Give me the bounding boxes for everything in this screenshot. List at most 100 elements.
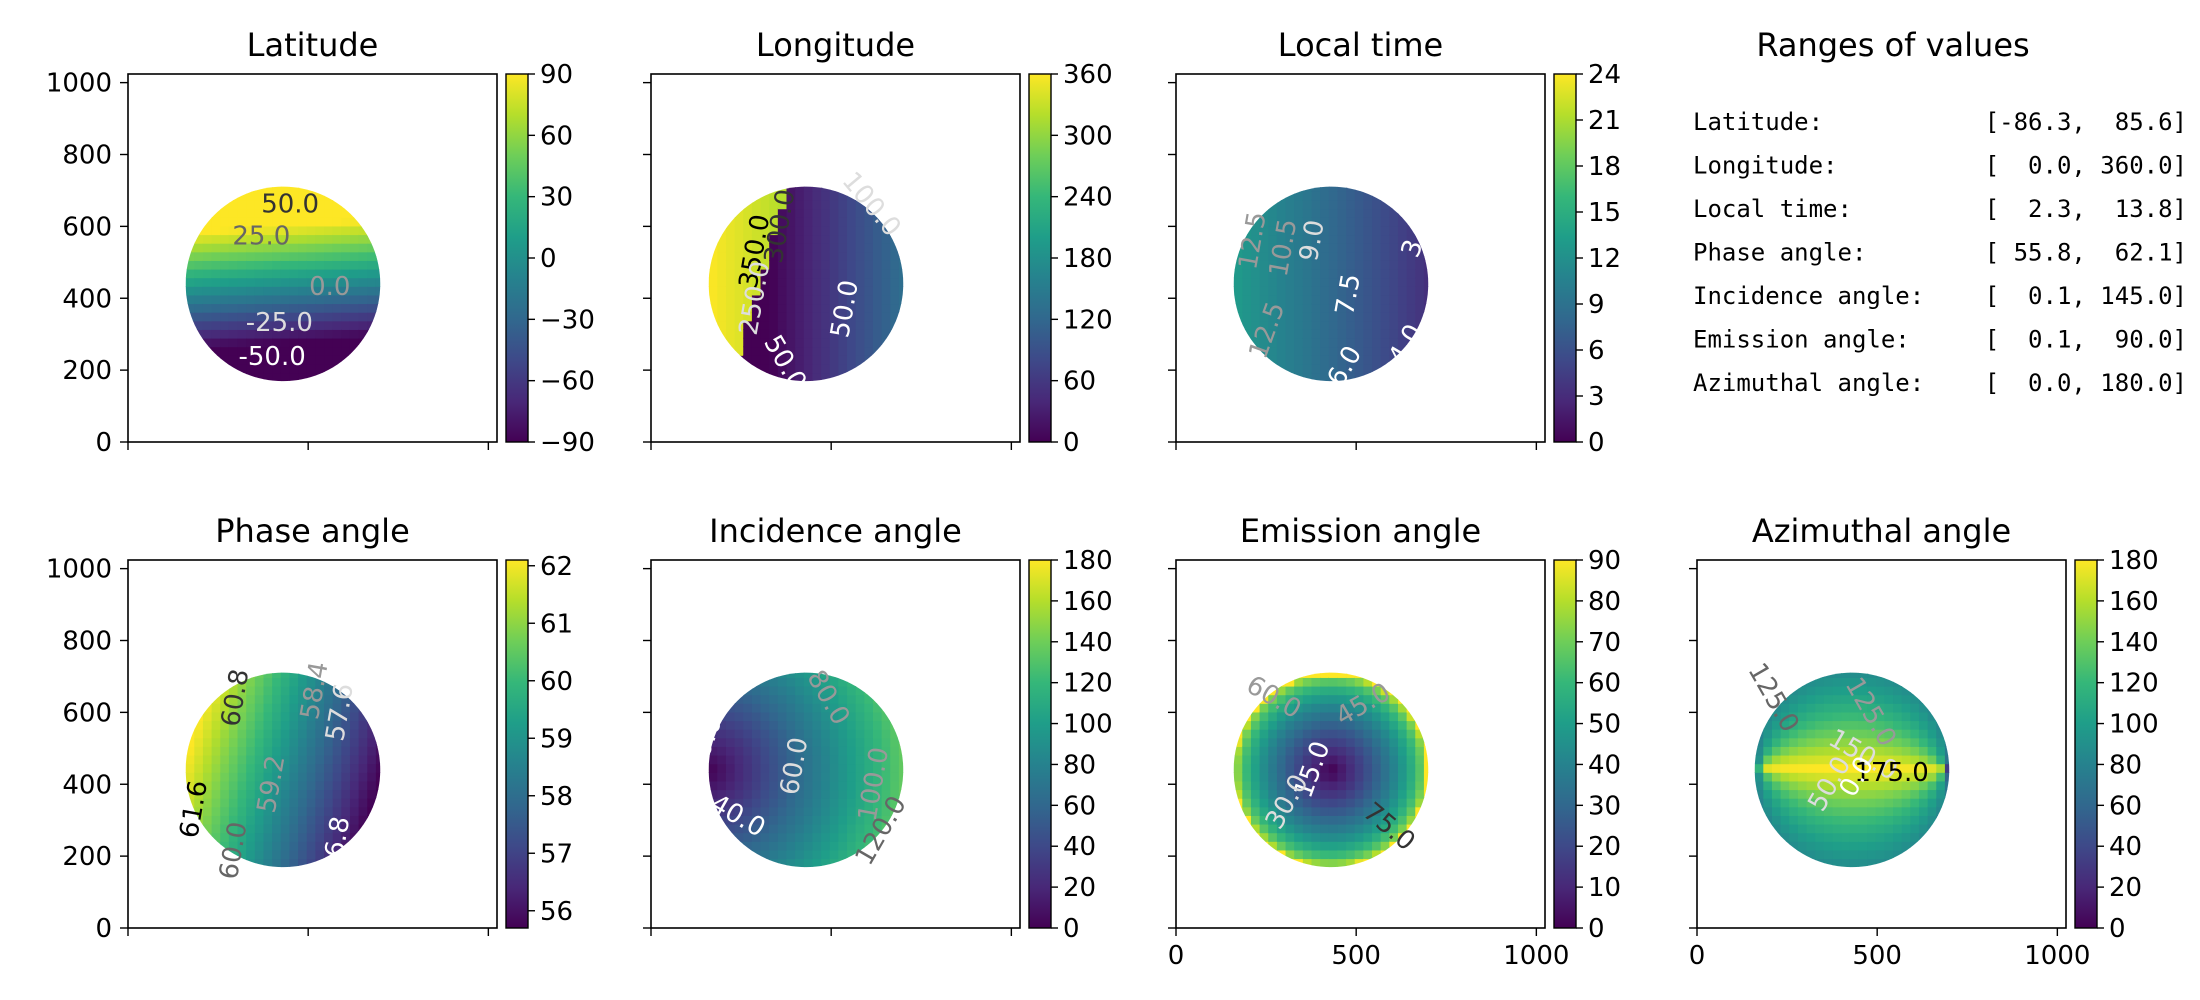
heatmap-cell — [829, 286, 840, 296]
heatmap-cell — [1754, 841, 1765, 851]
heatmap-cell — [1328, 780, 1339, 791]
heatmap-cell — [280, 199, 291, 210]
heatmap-cell — [202, 225, 213, 236]
heatmap-cell — [890, 797, 900, 808]
y-tick-label: 1000 — [46, 69, 112, 99]
heatmap-cell — [890, 763, 900, 773]
heatmap-cell — [1423, 746, 1429, 756]
heatmap-cell — [298, 841, 308, 851]
heatmap-cell — [306, 806, 317, 816]
heatmap-cell — [1302, 823, 1313, 834]
heatmap-cell — [1806, 728, 1816, 739]
heatmap-cell — [375, 217, 381, 227]
heatmap-cell — [220, 355, 230, 365]
heatmap-cell — [1927, 815, 1938, 825]
heatmap-cell — [1875, 841, 1886, 851]
heatmap-cell — [829, 191, 840, 201]
heatmap-cell — [1276, 711, 1287, 722]
heatmap-cell — [717, 797, 727, 808]
heatmap-cell — [228, 329, 239, 339]
heatmap-cell — [725, 346, 736, 356]
heatmap-cell — [864, 337, 874, 348]
heatmap-cell — [769, 346, 779, 356]
heatmap-cell — [1927, 858, 1938, 868]
heatmap-cell — [1893, 672, 1903, 678]
heatmap-cell — [734, 780, 745, 791]
axes-frame — [1696, 559, 2067, 929]
heatmap-cell — [734, 720, 745, 730]
heatmap-cell — [881, 320, 892, 330]
heatmap-cell — [324, 268, 334, 279]
heatmap-cell — [1397, 242, 1408, 253]
heatmap-cell — [777, 694, 788, 704]
heatmap-cell — [1901, 754, 1912, 765]
heatmap-cell — [1397, 199, 1408, 210]
heatmap-cell — [864, 372, 874, 382]
heatmap-cell — [358, 372, 369, 382]
heatmap-cell — [872, 815, 883, 825]
heatmap-cell — [315, 746, 325, 756]
heatmap-cell — [202, 711, 213, 722]
heatmap-cell — [332, 672, 343, 678]
heatmap-cell — [349, 191, 360, 201]
heatmap-cell — [1233, 737, 1244, 747]
heatmap-cell — [228, 694, 239, 704]
heatmap-cell — [1311, 294, 1321, 305]
heatmap-cell — [769, 286, 779, 296]
heatmap-cell — [341, 789, 351, 799]
heatmap-cell — [1910, 685, 1920, 696]
heatmap-cell — [1354, 780, 1365, 791]
heatmap-cell — [324, 251, 334, 261]
heatmap-cell — [1346, 251, 1356, 261]
heatmap-cell — [777, 242, 788, 253]
heatmap-cell — [1372, 186, 1382, 192]
heatmap-cell — [743, 677, 753, 687]
heatmap-cell — [838, 832, 848, 842]
heatmap-cell — [228, 737, 239, 747]
heatmap-cell — [872, 346, 883, 356]
heatmap-cell — [1754, 754, 1765, 765]
heatmap-cell — [194, 694, 204, 704]
heatmap-cell — [367, 303, 377, 313]
heatmap-cell — [1763, 754, 1773, 765]
heatmap-cell — [1233, 337, 1244, 348]
heatmap-cell — [1884, 754, 1894, 765]
heatmap-cell — [272, 849, 282, 860]
range-panel: Ranges of values Latitude: [-86.3, 85.6]L… — [1693, 26, 2187, 397]
heatmap-cell — [881, 372, 892, 382]
heatmap-cell — [263, 737, 273, 747]
heatmap-cell — [220, 815, 230, 825]
heatmap-cell — [254, 858, 265, 868]
colorbar-tick-label: 300 — [1063, 121, 1113, 151]
heatmap-cell — [185, 234, 196, 244]
heatmap-cell — [1397, 372, 1408, 382]
heatmap-cell — [1875, 694, 1886, 704]
heatmap-cell — [1259, 797, 1270, 808]
heatmap-cell — [760, 355, 770, 365]
heatmap-cell — [1302, 746, 1313, 756]
heatmap-cell — [1397, 858, 1408, 868]
heatmap-cell — [786, 685, 796, 696]
heatmap-cell — [1380, 703, 1391, 713]
heatmap-cell — [725, 294, 736, 305]
heatmap-cell — [829, 251, 840, 261]
heatmap-cell — [1320, 372, 1330, 382]
heatmap-cell — [1311, 849, 1321, 860]
heatmap-cell — [185, 720, 196, 730]
heatmap-cell — [1884, 806, 1894, 816]
heatmap-cell — [254, 780, 265, 791]
heatmap-cell — [1858, 823, 1868, 834]
heatmap-cell — [263, 858, 273, 868]
heatmap-cell — [898, 363, 904, 374]
heatmap-cell — [1858, 849, 1868, 860]
heatmap-cell — [1771, 728, 1782, 739]
heatmap-cell — [821, 355, 831, 365]
heatmap-cell — [1268, 234, 1278, 244]
heatmap-cell — [777, 320, 788, 330]
heatmap-cell — [1363, 841, 1373, 851]
heatmap-cell — [349, 746, 360, 756]
heatmap-cell — [1372, 737, 1382, 747]
heatmap-cell — [1901, 772, 1912, 782]
heatmap-cell — [315, 789, 325, 799]
heatmap-cell — [228, 703, 239, 713]
